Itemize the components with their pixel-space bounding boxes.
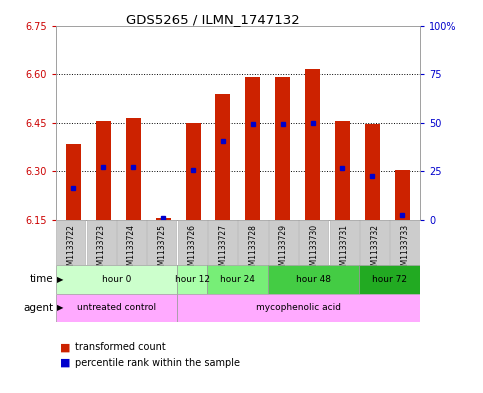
Bar bbox=[299, 220, 328, 265]
Bar bbox=[335, 121, 350, 220]
Text: hour 12: hour 12 bbox=[175, 275, 210, 284]
Bar bbox=[96, 121, 111, 220]
Bar bbox=[330, 220, 359, 265]
Text: untreated control: untreated control bbox=[77, 303, 156, 312]
Bar bbox=[126, 118, 141, 220]
Text: GSM1133723: GSM1133723 bbox=[97, 224, 106, 275]
Bar bbox=[147, 220, 176, 265]
Bar bbox=[365, 125, 380, 220]
Text: ▶: ▶ bbox=[57, 303, 63, 312]
Bar bbox=[395, 170, 410, 220]
Bar bbox=[305, 69, 320, 220]
Text: GSM1133730: GSM1133730 bbox=[309, 224, 318, 275]
Bar bbox=[208, 220, 237, 265]
Bar bbox=[208, 265, 268, 294]
Bar bbox=[360, 220, 389, 265]
Bar bbox=[359, 265, 420, 294]
Text: GDS5265 / ILMN_1747132: GDS5265 / ILMN_1747132 bbox=[126, 13, 299, 26]
Text: hour 48: hour 48 bbox=[297, 275, 331, 284]
Bar bbox=[268, 265, 359, 294]
Bar bbox=[56, 294, 177, 322]
Bar bbox=[269, 220, 298, 265]
Bar bbox=[239, 220, 268, 265]
Bar bbox=[275, 77, 290, 220]
Text: percentile rank within the sample: percentile rank within the sample bbox=[75, 358, 240, 368]
Text: GSM1133733: GSM1133733 bbox=[400, 224, 410, 275]
Bar bbox=[215, 94, 230, 220]
Text: GSM1133722: GSM1133722 bbox=[66, 224, 75, 275]
Bar bbox=[245, 77, 260, 220]
Text: hour 0: hour 0 bbox=[101, 275, 131, 284]
Bar bbox=[56, 265, 177, 294]
Text: ▶: ▶ bbox=[57, 275, 63, 284]
Bar bbox=[177, 265, 208, 294]
Bar bbox=[390, 220, 420, 265]
Bar bbox=[177, 294, 420, 322]
Text: GSM1133724: GSM1133724 bbox=[127, 224, 136, 275]
Bar bbox=[117, 220, 146, 265]
Bar bbox=[56, 220, 85, 265]
Text: ■: ■ bbox=[60, 342, 71, 353]
Text: hour 24: hour 24 bbox=[220, 275, 256, 284]
Bar bbox=[185, 123, 200, 220]
Text: GSM1133727: GSM1133727 bbox=[218, 224, 227, 275]
Text: hour 72: hour 72 bbox=[372, 275, 407, 284]
Bar bbox=[156, 218, 170, 220]
Text: GSM1133728: GSM1133728 bbox=[249, 224, 257, 275]
Text: transformed count: transformed count bbox=[75, 342, 166, 353]
Text: GSM1133729: GSM1133729 bbox=[279, 224, 288, 275]
Text: mycophenolic acid: mycophenolic acid bbox=[256, 303, 341, 312]
Text: agent: agent bbox=[23, 303, 53, 313]
Text: ■: ■ bbox=[60, 358, 71, 368]
Text: GSM1133726: GSM1133726 bbox=[188, 224, 197, 275]
Bar bbox=[66, 144, 81, 220]
Bar bbox=[86, 220, 116, 265]
Text: GSM1133731: GSM1133731 bbox=[340, 224, 349, 275]
Text: GSM1133732: GSM1133732 bbox=[370, 224, 379, 275]
Text: GSM1133725: GSM1133725 bbox=[157, 224, 167, 275]
Bar bbox=[178, 220, 207, 265]
Text: time: time bbox=[29, 274, 53, 285]
